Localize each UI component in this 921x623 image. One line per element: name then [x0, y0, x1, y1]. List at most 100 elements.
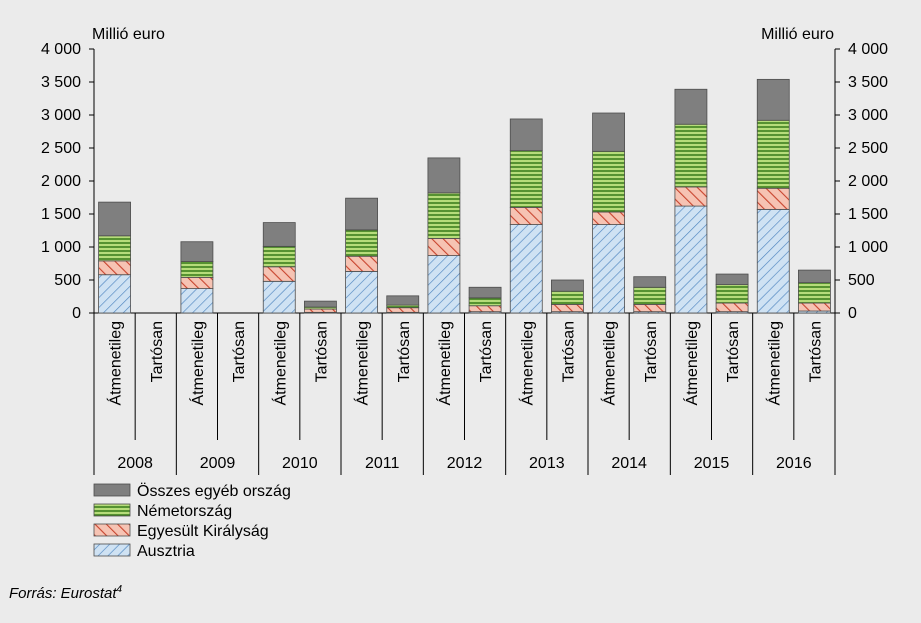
- y-tick-label-right: 2 000: [848, 173, 888, 190]
- y-tick-label-right: 1 500: [848, 206, 888, 223]
- legend-label: Németország: [137, 503, 232, 520]
- y-tick-label-right: 3 000: [848, 107, 888, 124]
- legend-label: Ausztria: [137, 543, 195, 560]
- bar-segment: [715, 273, 749, 286]
- y-axis-title-left: Millió euro: [92, 26, 165, 43]
- bar-segment: [386, 307, 420, 313]
- legend: Összes egyéb ország Németország Egyesült K…: [93, 482, 291, 560]
- year-label: 2013: [529, 455, 565, 472]
- x-tick-label: Tartósan: [313, 321, 330, 382]
- bar-segment: [386, 295, 420, 306]
- bar-segment: [633, 276, 667, 288]
- bar-segment: [509, 118, 543, 152]
- x-tick-label: Tartósan: [807, 321, 824, 382]
- year-label: 2014: [611, 455, 647, 472]
- bar-segment: [427, 192, 461, 239]
- x-tick-label: Tartósan: [231, 321, 248, 382]
- bar-segment: [345, 197, 378, 231]
- bar-segment: [345, 229, 378, 257]
- bar-segment: [509, 206, 543, 225]
- year-label: 2011: [365, 455, 400, 472]
- x-tick-label: Átmenetileg: [270, 321, 289, 406]
- x-tick-label: Átmenetileg: [517, 321, 536, 406]
- legend-swatch: [93, 543, 131, 557]
- plot-area: 0 0 500 500 1 000 1 000 1 500 1 500 2 000 2 000 2 …: [41, 41, 888, 475]
- y-tick-label-left: 4 000: [41, 41, 81, 58]
- bar-segment: [633, 286, 667, 305]
- y-tick-label-right: 2 500: [848, 140, 888, 157]
- x-tick-label: Átmenetileg: [435, 321, 454, 406]
- bar-segment: [756, 187, 790, 210]
- bar-segment: [798, 269, 831, 284]
- legend-swatch: [93, 483, 131, 497]
- bar-segment: [180, 276, 214, 289]
- y-tick-label-right: 500: [848, 272, 875, 289]
- bar-segment: [756, 119, 790, 189]
- bar-segment: [180, 288, 214, 314]
- bar-segment: [345, 271, 378, 314]
- x-tick-label: Átmenetileg: [600, 321, 619, 406]
- bar-segment: [427, 157, 461, 194]
- bar-segment: [427, 238, 461, 256]
- x-tick-label: Átmenetileg: [764, 321, 783, 406]
- bar-segment: [798, 302, 831, 312]
- bar-segment: [98, 201, 131, 237]
- x-tick-label: Tartósan: [560, 321, 577, 382]
- bar-segment: [551, 304, 584, 313]
- bar-segment: [262, 280, 296, 314]
- x-tick-label: Tartósan: [478, 321, 495, 382]
- year-label: 2010: [282, 455, 318, 472]
- y-tick-label-right: 4 000: [848, 41, 888, 58]
- bar-segment: [262, 266, 296, 282]
- bar-segment: [756, 78, 790, 121]
- bar-segment: [345, 255, 378, 272]
- x-tick-label: Tartósan: [725, 321, 742, 382]
- bar-segment: [633, 304, 667, 313]
- bar-segment: [262, 245, 296, 268]
- legend-swatch: [93, 503, 131, 517]
- source-note: Forrás: Eurostat4: [9, 584, 123, 602]
- year-label: 2009: [200, 455, 236, 472]
- bar-segment: [674, 123, 708, 188]
- x-tick-label: Átmenetileg: [106, 321, 125, 406]
- bar-segment: [674, 186, 708, 207]
- bar-segment: [180, 261, 214, 278]
- x-tick-label: Tartósan: [643, 321, 660, 382]
- year-label: 2016: [776, 455, 812, 472]
- bar-segment: [756, 208, 790, 314]
- bar-segment: [674, 88, 708, 125]
- year-label: 2015: [694, 455, 730, 472]
- bar-segment: [468, 286, 502, 299]
- y-tick-label-left: 1 000: [41, 239, 81, 256]
- bar-segment: [592, 224, 625, 314]
- y-tick-label-left: 3 500: [41, 74, 81, 91]
- bar-segment: [592, 211, 625, 225]
- bar-segment: [715, 284, 749, 304]
- bar-segment: [715, 302, 749, 313]
- y-tick-label-left: 500: [54, 272, 81, 289]
- bar-segment: [592, 150, 625, 213]
- x-tick-label: Átmenetileg: [353, 321, 372, 406]
- bar-segment: [304, 308, 337, 313]
- bar-segment: [98, 274, 131, 314]
- bar-segment: [98, 260, 131, 276]
- y-tick-label-right: 0: [848, 305, 857, 322]
- x-tick-label: Átmenetileg: [188, 321, 207, 406]
- bar-segment: [427, 255, 461, 314]
- y-tick-label-left: 0: [72, 305, 81, 322]
- bar-segment: [551, 279, 584, 292]
- y-axis-title-right: Millió euro: [761, 26, 834, 43]
- legend-label: Összes egyéb ország: [137, 482, 291, 500]
- y-tick-label-right: 3 500: [848, 74, 888, 91]
- bar-segment: [509, 150, 543, 208]
- year-label: 2012: [447, 455, 483, 472]
- y-tick-label-left: 2 000: [41, 173, 81, 190]
- x-tick-label: Tartósan: [396, 321, 413, 382]
- source-text: Forrás: Eurostat: [9, 585, 117, 602]
- legend-swatch: [93, 523, 131, 537]
- bar-segment: [262, 222, 296, 247]
- legend-label: Egyesült Királyság: [137, 523, 269, 540]
- bar-segment: [304, 300, 337, 308]
